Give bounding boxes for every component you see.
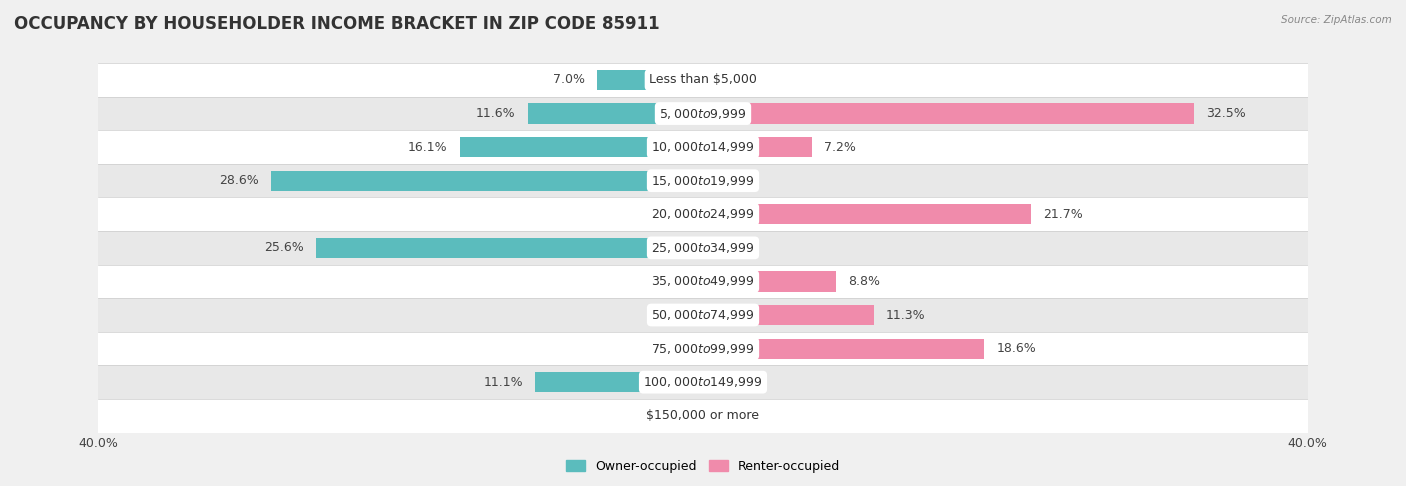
Bar [98, 365, 1308, 399]
Text: 11.6%: 11.6% [477, 107, 516, 120]
Bar [98, 164, 1308, 197]
Bar [98, 332, 1308, 365]
Text: $50,000 to $74,999: $50,000 to $74,999 [651, 308, 755, 322]
Text: OCCUPANCY BY HOUSEHOLDER INCOME BRACKET IN ZIP CODE 85911: OCCUPANCY BY HOUSEHOLDER INCOME BRACKET … [14, 15, 659, 33]
Bar [98, 231, 1308, 265]
Text: 32.5%: 32.5% [1206, 107, 1246, 120]
Text: 8.8%: 8.8% [848, 275, 880, 288]
Text: $75,000 to $99,999: $75,000 to $99,999 [651, 342, 755, 356]
Text: 0.0%: 0.0% [716, 73, 747, 87]
Text: 0.0%: 0.0% [716, 409, 747, 422]
Text: 7.0%: 7.0% [553, 73, 585, 87]
Text: 0.0%: 0.0% [659, 342, 690, 355]
Bar [527, 104, 703, 123]
Text: $20,000 to $24,999: $20,000 to $24,999 [651, 208, 755, 221]
Text: Less than $5,000: Less than $5,000 [650, 73, 756, 87]
Text: 0.0%: 0.0% [716, 174, 747, 187]
Text: 7.2%: 7.2% [824, 140, 856, 154]
Bar [98, 399, 1308, 433]
Text: $25,000 to $34,999: $25,000 to $34,999 [651, 241, 755, 255]
Bar [703, 204, 1031, 225]
Bar [703, 339, 984, 359]
Bar [536, 372, 703, 392]
Bar [316, 238, 703, 258]
Text: 16.1%: 16.1% [408, 140, 447, 154]
Bar [460, 137, 703, 157]
Text: $10,000 to $14,999: $10,000 to $14,999 [651, 140, 755, 154]
Text: 0.0%: 0.0% [659, 309, 690, 322]
Text: 28.6%: 28.6% [219, 174, 259, 187]
Bar [98, 63, 1308, 97]
Text: 11.3%: 11.3% [886, 309, 925, 322]
Text: 21.7%: 21.7% [1043, 208, 1083, 221]
Text: 0.0%: 0.0% [716, 376, 747, 389]
Text: 0.0%: 0.0% [659, 208, 690, 221]
Text: $100,000 to $149,999: $100,000 to $149,999 [644, 375, 762, 389]
Bar [98, 197, 1308, 231]
Bar [98, 265, 1308, 298]
Bar [703, 271, 837, 292]
Bar [271, 171, 703, 191]
Legend: Owner-occupied, Renter-occupied: Owner-occupied, Renter-occupied [561, 455, 845, 478]
Bar [98, 97, 1308, 130]
Text: 11.1%: 11.1% [484, 376, 523, 389]
Text: $5,000 to $9,999: $5,000 to $9,999 [659, 106, 747, 121]
Text: $35,000 to $49,999: $35,000 to $49,999 [651, 275, 755, 288]
Text: $150,000 or more: $150,000 or more [647, 409, 759, 422]
Text: 25.6%: 25.6% [264, 242, 304, 254]
Text: 0.0%: 0.0% [716, 242, 747, 254]
Bar [703, 104, 1194, 123]
Text: 0.0%: 0.0% [659, 275, 690, 288]
Text: 18.6%: 18.6% [997, 342, 1036, 355]
Text: 0.0%: 0.0% [659, 409, 690, 422]
Bar [98, 130, 1308, 164]
Bar [598, 70, 703, 90]
Text: Source: ZipAtlas.com: Source: ZipAtlas.com [1281, 15, 1392, 25]
Bar [703, 305, 873, 325]
Bar [703, 137, 811, 157]
Text: $15,000 to $19,999: $15,000 to $19,999 [651, 174, 755, 188]
Bar [98, 298, 1308, 332]
